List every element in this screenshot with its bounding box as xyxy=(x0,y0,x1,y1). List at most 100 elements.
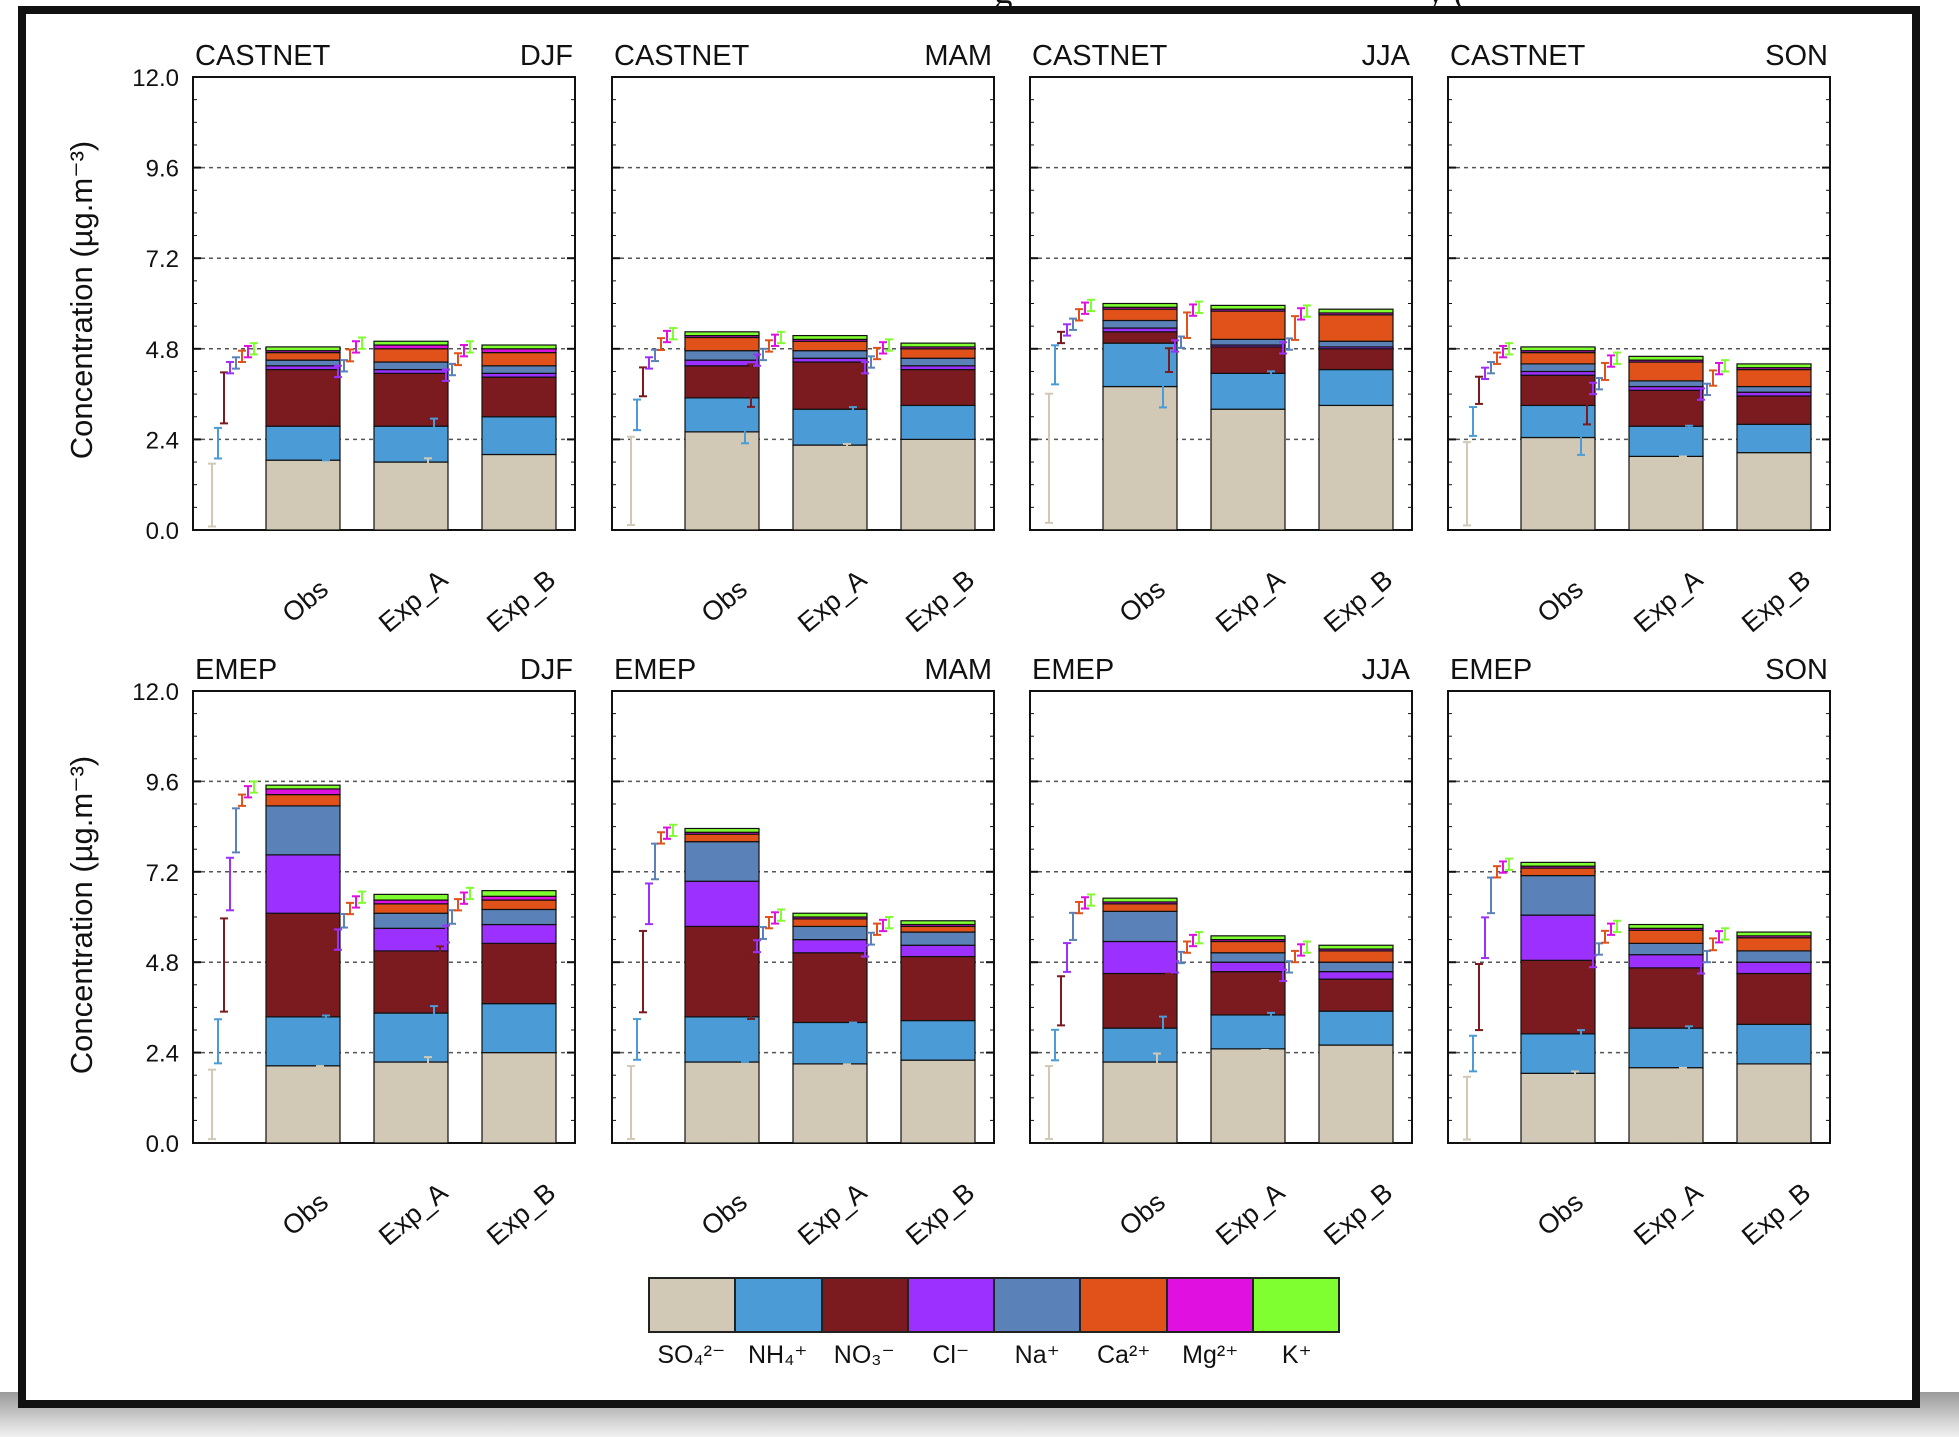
stack-segment xyxy=(684,350,760,361)
stack-segment xyxy=(373,950,449,1014)
x-category-label: Obs xyxy=(696,1187,753,1242)
stack-segment xyxy=(684,365,760,399)
stack-segment xyxy=(1102,342,1178,388)
stack-segment xyxy=(1520,867,1596,877)
stack-segment xyxy=(373,912,449,929)
stack-segment xyxy=(1102,385,1178,531)
species-swatch xyxy=(995,1279,1082,1331)
stack-segment xyxy=(1520,1033,1596,1074)
stack-segment xyxy=(684,925,760,1018)
stack-segment xyxy=(1736,1063,1812,1144)
stack-segment xyxy=(1520,1072,1596,1144)
panel-network-title: EMEP xyxy=(1450,654,1532,686)
stack-segment xyxy=(265,793,341,807)
species-label: Mg²⁺ xyxy=(1182,1341,1239,1369)
stack-segment xyxy=(1102,903,1178,912)
species-label: Ca²⁺ xyxy=(1097,1341,1151,1369)
stack-segment xyxy=(1520,374,1596,407)
stack-segment xyxy=(684,331,760,337)
x-category-label: Exp_B xyxy=(481,1177,561,1251)
stack-segment xyxy=(1210,940,1286,954)
stack-segment xyxy=(1628,355,1704,361)
stack-segment xyxy=(792,1063,868,1144)
panel-season-title: DJF xyxy=(520,40,573,72)
stack-segment xyxy=(1318,971,1394,980)
stack-segment xyxy=(900,438,976,531)
x-category-label: Exp_A xyxy=(792,1177,872,1251)
stack-segment xyxy=(684,1061,760,1144)
stack-segment xyxy=(1318,308,1394,314)
x-category-label: Obs xyxy=(277,1187,334,1242)
stack-segment xyxy=(1102,308,1178,322)
panel-season-title: DJF xyxy=(520,654,573,686)
y-tick-label: 7.2 xyxy=(146,860,179,887)
stack-segment xyxy=(900,368,976,407)
species-colorbar xyxy=(648,1277,1340,1333)
stack-segment xyxy=(900,357,976,367)
stack-segment xyxy=(1210,408,1286,531)
y-tick-label: 12.0 xyxy=(132,65,179,92)
stack-segment xyxy=(1628,1067,1704,1144)
stack-segment xyxy=(481,376,557,418)
x-category-label: Exp_B xyxy=(900,564,980,638)
stack-segment xyxy=(900,342,976,348)
stack-segment xyxy=(265,359,341,367)
stack-segment xyxy=(1318,978,1394,1012)
stack-segment xyxy=(265,912,341,1018)
stack-segment xyxy=(1736,423,1812,454)
stack-segment xyxy=(792,350,868,359)
species-swatch xyxy=(1081,1279,1168,1331)
stack-segment xyxy=(1102,910,1178,943)
stack-segment xyxy=(900,955,976,1022)
stack-segment xyxy=(1628,380,1704,388)
stack-segment xyxy=(792,361,868,410)
stack-segment xyxy=(900,1059,976,1144)
stack-segment xyxy=(792,938,868,954)
stack-segment xyxy=(373,903,449,914)
stack-segment xyxy=(1210,971,1286,1016)
stack-segment xyxy=(792,340,868,352)
stack-segment xyxy=(1520,874,1596,916)
stack-segment xyxy=(684,841,760,882)
panel-network-title: EMEP xyxy=(195,654,277,686)
x-category-label: Exp_B xyxy=(1318,1177,1398,1251)
stack-segment xyxy=(481,908,557,926)
stack-segment xyxy=(1210,338,1286,346)
species-swatch xyxy=(908,1279,995,1331)
panel-season-title: MAM xyxy=(924,40,992,72)
stack-segment xyxy=(1102,972,1178,1029)
x-category-label: Obs xyxy=(1532,1187,1589,1242)
stack-segment xyxy=(265,805,341,856)
stack-segment xyxy=(792,444,868,531)
stack-segment xyxy=(1318,950,1394,963)
y-tick-label: 12.0 xyxy=(132,679,179,706)
species-swatch xyxy=(736,1279,823,1331)
stack-segment xyxy=(1210,961,1286,973)
stack-segment xyxy=(792,952,868,1024)
y-tick-label: 4.8 xyxy=(146,337,179,364)
stack-segment xyxy=(1520,914,1596,961)
y-tick-label: 0.0 xyxy=(146,518,179,545)
figure-frame xyxy=(18,6,1920,1408)
stack-segment xyxy=(900,348,976,359)
stack-segment xyxy=(792,925,868,941)
stack-segment xyxy=(1736,950,1812,963)
stack-segment xyxy=(1210,346,1286,374)
stack-segment xyxy=(1520,363,1596,373)
stack-segment xyxy=(900,404,976,440)
panel-season-title: SON xyxy=(1765,40,1828,72)
panel-network-title: CASTNET xyxy=(1032,40,1168,72)
stack-segment xyxy=(1736,363,1812,369)
y-tick-label: 4.8 xyxy=(146,950,179,977)
stack-segment xyxy=(1318,314,1394,342)
x-category-label: Obs xyxy=(1532,574,1589,629)
top-caption-fragment: g y ( xyxy=(995,0,1466,11)
stack-segment xyxy=(792,1021,868,1065)
y-tick-label: 2.4 xyxy=(146,1041,179,1068)
species-swatch xyxy=(1253,1279,1338,1331)
stack-segment xyxy=(1520,436,1596,531)
panel-network-title: EMEP xyxy=(1032,654,1114,686)
x-category-label: Exp_A xyxy=(1628,1177,1708,1251)
stack-segment xyxy=(1628,455,1704,531)
stack-segment xyxy=(265,784,341,790)
